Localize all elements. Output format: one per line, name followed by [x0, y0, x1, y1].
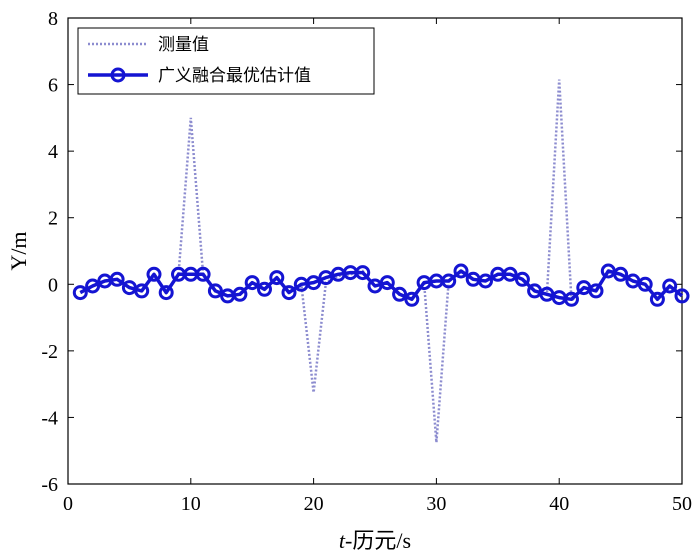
series-point-fused — [588, 283, 604, 299]
x-tick-label: 30 — [426, 493, 446, 515]
series-point-fused — [478, 273, 493, 289]
x-tick-label: 0 — [63, 493, 73, 515]
series-point-fused — [85, 278, 101, 294]
series-point-fused — [453, 263, 469, 279]
x-axis-label: t-历元/s — [339, 528, 411, 553]
series-point-fused — [195, 266, 211, 282]
x-tick-label: 40 — [549, 493, 569, 515]
series-point-fused — [244, 275, 260, 291]
series-point-fused — [502, 266, 518, 282]
series-point-fused — [146, 266, 162, 282]
tick-marks — [67, 17, 683, 485]
y-tick-label: 0 — [48, 274, 58, 296]
legend-label-fused: 广义融合最优估计值 — [158, 66, 311, 86]
series-point-fused — [649, 291, 665, 307]
series-point-fused — [269, 270, 285, 286]
x-tick-label: 10 — [181, 493, 201, 515]
tick-labels: 0 10 20 30 40 50 -6 -4 -2 0 2 4 6 8 — [41, 8, 692, 515]
series-point-fused — [232, 286, 248, 302]
x-axis-label-var: t — [339, 528, 346, 553]
legend-label-measured: 测量值 — [158, 35, 209, 55]
series-point-fused — [306, 275, 322, 291]
series-point-fused — [257, 281, 272, 297]
y-tick-label: -4 — [41, 407, 58, 429]
series-point-fused — [134, 283, 150, 299]
y-tick-label: -2 — [41, 341, 58, 363]
y-tick-label: 4 — [48, 141, 58, 163]
x-tick-label: 50 — [672, 493, 692, 515]
y-tick-label: 8 — [48, 8, 58, 30]
series-point-fused — [379, 275, 395, 291]
x-axis-label-rest: -历元/s — [345, 528, 411, 553]
series-point-fused — [404, 291, 420, 307]
y-tick-label: 2 — [48, 208, 58, 230]
series-point-fused — [109, 271, 125, 287]
series-point-fused — [392, 286, 408, 302]
series-point-fused — [158, 285, 174, 301]
series-point-fused — [637, 276, 653, 292]
series-point-fused — [207, 283, 223, 299]
series-point-fused — [355, 265, 371, 281]
series-layer — [72, 79, 690, 443]
y-tick-label: -6 — [41, 474, 58, 496]
plot-area — [67, 17, 683, 485]
legend: 测量值 广义融合最优估计值 — [77, 27, 375, 95]
y-axis-label: Y/m — [6, 231, 31, 270]
series-point-fused — [613, 266, 629, 282]
series-point-fused — [281, 285, 297, 301]
y-tick-label: 6 — [48, 75, 58, 97]
series-point-fused — [662, 278, 678, 294]
series-point-fused — [674, 288, 690, 304]
series-point-fused — [564, 291, 579, 307]
legend-box — [77, 27, 375, 95]
series-point-fused — [514, 271, 530, 287]
legend-swatch-fused-marker — [110, 67, 126, 83]
series-point-fused — [72, 285, 88, 301]
series-point-fused — [441, 273, 457, 289]
x-tick-label: 20 — [304, 493, 324, 515]
